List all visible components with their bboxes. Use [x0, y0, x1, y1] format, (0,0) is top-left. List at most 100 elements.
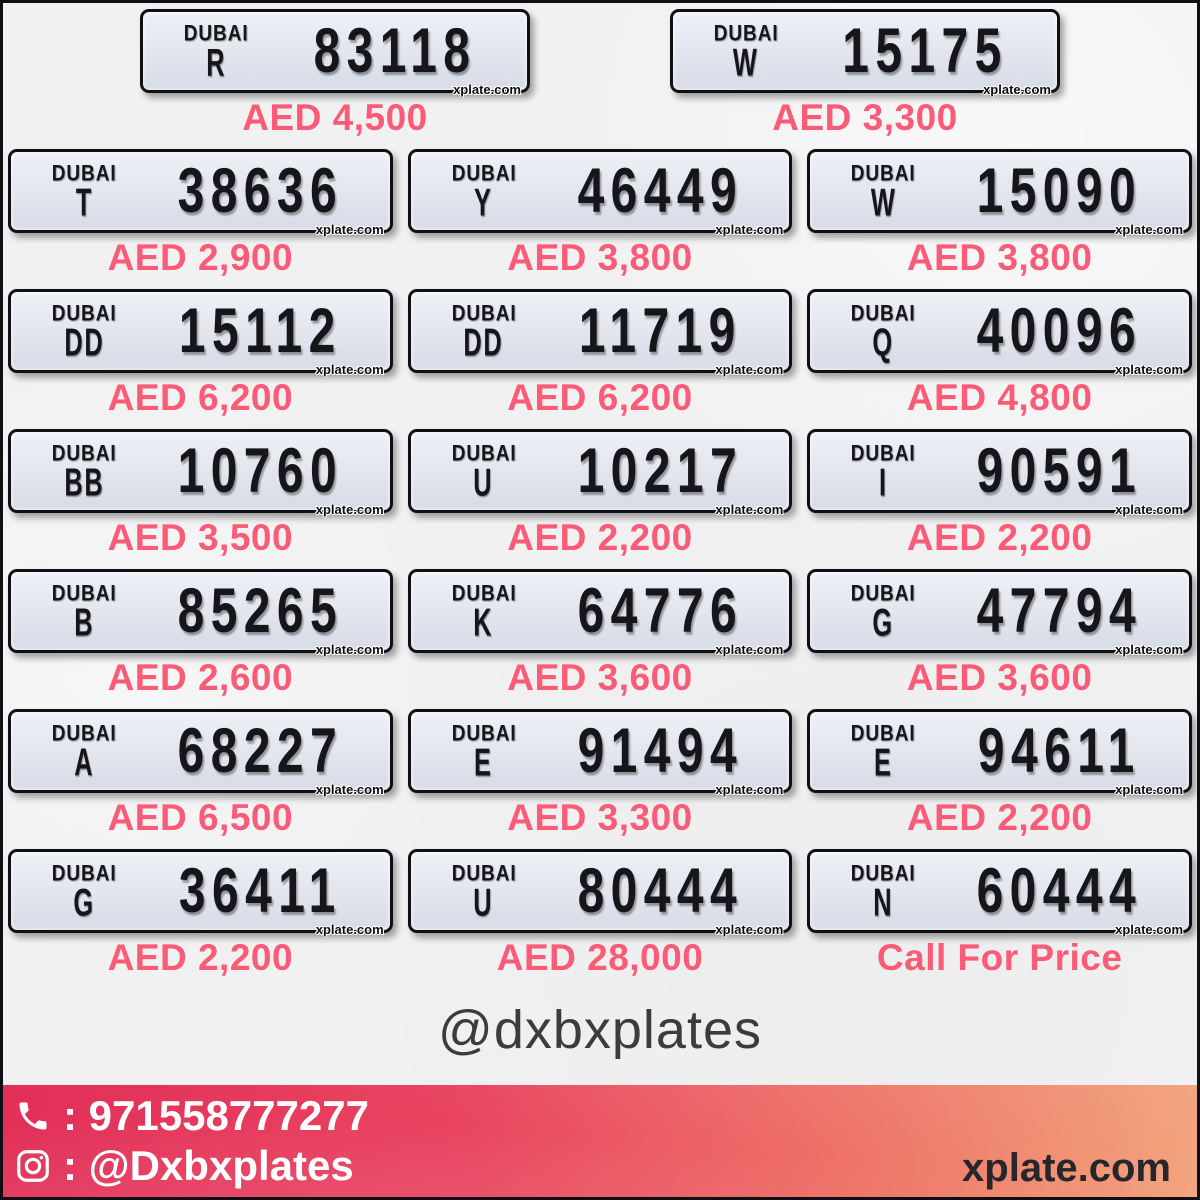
plate-number: 15090: [976, 155, 1143, 226]
license-plate: DUBAI N 60444 xplate.com: [807, 849, 1193, 937]
plate-number: 60444: [976, 855, 1143, 926]
plate-price: AED 4,500: [242, 97, 428, 138]
license-plate: DUBAI K 64776 xplate.com: [407, 569, 793, 657]
phone-line: : 971558777277: [13, 1093, 369, 1139]
plate-listing: DUBAI E 91494 xplate.com AED 3,300: [407, 709, 793, 839]
plate-price: AED 3,300: [507, 797, 693, 838]
footer-bar: : 971558777277 : @Dxbxplates xplate.com: [3, 1085, 1197, 1197]
plate-left-column: DUBAI W: [687, 21, 805, 82]
plate-price: AED 2,900: [107, 237, 294, 278]
plate-code: Q: [872, 320, 895, 365]
dubai-logo: DUBAI: [51, 441, 117, 467]
plate-watermark: xplate.com: [315, 502, 384, 517]
plate-row: DUBAI B 85265 xplate.com AED 2,600 DUBAI…: [8, 569, 1193, 699]
plate-left-column: DUBAI DD: [425, 303, 543, 362]
license-plate: DUBAI BB 10760 xplate.com: [8, 429, 393, 517]
license-plate: DUBAI T 38636 xplate.com: [8, 149, 393, 237]
plate-code: E: [874, 740, 893, 785]
license-plate: DUBAI Q 40096 xplate.com: [807, 289, 1193, 377]
license-plate: DUBAI W 15090 xplate.com: [807, 149, 1193, 237]
plate-price: Call For Price: [876, 937, 1123, 978]
plate-number: 46449: [577, 155, 743, 226]
plate-listing: DUBAI G 36411 xplate.com AED 2,200: [8, 849, 393, 979]
plate-watermark: xplate.com: [715, 362, 784, 377]
license-plate: DUBAI G 36411 xplate.com: [8, 849, 393, 937]
plate-left-column: DUBAI U: [425, 443, 543, 502]
plate-code: U: [473, 880, 494, 925]
license-plate: DUBAI G 47794 xplate.com: [807, 569, 1193, 657]
plate-left-column: DUBAI R: [157, 23, 275, 82]
plate-watermark: xplate.com: [315, 642, 384, 657]
plate-price: AED 6,500: [107, 797, 294, 838]
plate-listing: DUBAI U 80444 xplate.com AED 28,000: [407, 849, 793, 979]
phone-number: : 971558777277: [63, 1092, 369, 1140]
plate-left-column: DUBAI G: [824, 583, 942, 642]
plate-left-column: DUBAI K: [425, 583, 543, 642]
license-plate: DUBAI U 80444 xplate.com: [407, 849, 793, 937]
plate-listing: DUBAI G 47794 xplate.com AED 3,600: [807, 569, 1193, 699]
plate-number: 94611: [978, 715, 1142, 786]
instagram-icon: [13, 1146, 53, 1186]
plate-row: DUBAI G 36411 xplate.com AED 2,200 DUBAI…: [8, 849, 1193, 979]
license-plate: DUBAI A 68227 xplate.com: [8, 709, 393, 797]
plate-number: 85265: [177, 575, 344, 646]
license-plate: DUBAI Y 46449 xplate.com: [407, 149, 793, 237]
plate-price: AED 28,000: [496, 937, 704, 978]
plate-watermark: xplate.com: [1115, 922, 1184, 937]
phone-icon: [13, 1096, 53, 1136]
plate-listing: DUBAI N 60444 xplate.com Call For Price: [807, 849, 1193, 979]
plate-left-column: DUBAI E: [824, 721, 942, 782]
plate-left-column: DUBAI U: [425, 863, 543, 922]
plate-left-column: DUBAI Q: [824, 303, 942, 362]
plate-number: 10217: [577, 435, 743, 506]
plate-code: B: [73, 600, 94, 645]
plate-price: AED 3,300: [772, 97, 958, 138]
social-handle: @dxbxplates: [438, 1000, 762, 1060]
plate-code: BB: [63, 460, 105, 505]
dubai-logo: DUBAI: [51, 581, 117, 607]
plate-watermark: xplate.com: [453, 82, 521, 97]
plate-listing: DUBAI R 83118 xplate.com AED 4,500: [140, 9, 530, 139]
plate-watermark: xplate.com: [1115, 362, 1184, 377]
plate-listing: DUBAI DD 11719 xplate.com AED 6,200: [407, 289, 793, 419]
website-label: xplate.com: [962, 1146, 1171, 1190]
plate-row: DUBAI A 68227 xplate.com AED 6,500 DUBAI…: [8, 709, 1193, 839]
dubai-logo: DUBAI: [51, 861, 117, 887]
plate-code: N: [873, 880, 894, 925]
plate-code: E: [474, 740, 493, 785]
plate-code: W: [870, 180, 897, 225]
plate-left-column: DUBAI B: [25, 581, 143, 642]
plate-left-column: DUBAI I: [824, 443, 942, 502]
plate-watermark: xplate.com: [1115, 642, 1184, 657]
plate-price: AED 3,800: [906, 237, 1093, 278]
plate-number: 64776: [577, 575, 743, 646]
plate-watermark: xplate.com: [315, 222, 384, 237]
contact-block: : 971558777277 : @Dxbxplates: [13, 1093, 369, 1188]
plate-watermark: xplate.com: [1115, 502, 1184, 517]
plate-row: DUBAI T 38636 xplate.com AED 2,900 DUBAI…: [8, 149, 1193, 279]
plate-number: 91494: [577, 715, 743, 786]
plate-watermark: xplate.com: [715, 922, 784, 937]
plate-watermark: xplate.com: [715, 222, 784, 237]
plate-watermark: xplate.com: [715, 642, 784, 657]
plate-code: U: [473, 460, 494, 505]
plate-watermark: xplate.com: [715, 502, 784, 517]
license-plate: DUBAI U 10217 xplate.com: [407, 429, 793, 517]
plate-number: 68227: [177, 715, 344, 786]
plate-left-column: DUBAI A: [25, 723, 143, 782]
plate-price: AED 2,200: [906, 517, 1093, 558]
dubai-logo: DUBAI: [713, 21, 779, 47]
plate-number: 15175: [842, 15, 1008, 86]
plate-code: R: [205, 40, 226, 85]
dubai-logo: DUBAI: [850, 721, 916, 747]
plate-code: A: [73, 740, 94, 785]
plate-listing: DUBAI W 15090 xplate.com AED 3,800: [807, 149, 1193, 279]
plate-number: 90591: [976, 435, 1143, 506]
plate-row: DUBAI DD 15112 xplate.com AED 6,200 DUBA…: [8, 289, 1193, 419]
plate-code: I: [878, 460, 888, 505]
plate-listing: DUBAI DD 15112 xplate.com AED 6,200: [8, 289, 393, 419]
plate-left-column: DUBAI G: [25, 861, 143, 922]
plate-row: DUBAI R 83118 xplate.com AED 4,500 DUBAI…: [8, 9, 1192, 139]
plate-left-column: DUBAI E: [425, 723, 543, 782]
dubai-logo: DUBAI: [850, 861, 916, 887]
